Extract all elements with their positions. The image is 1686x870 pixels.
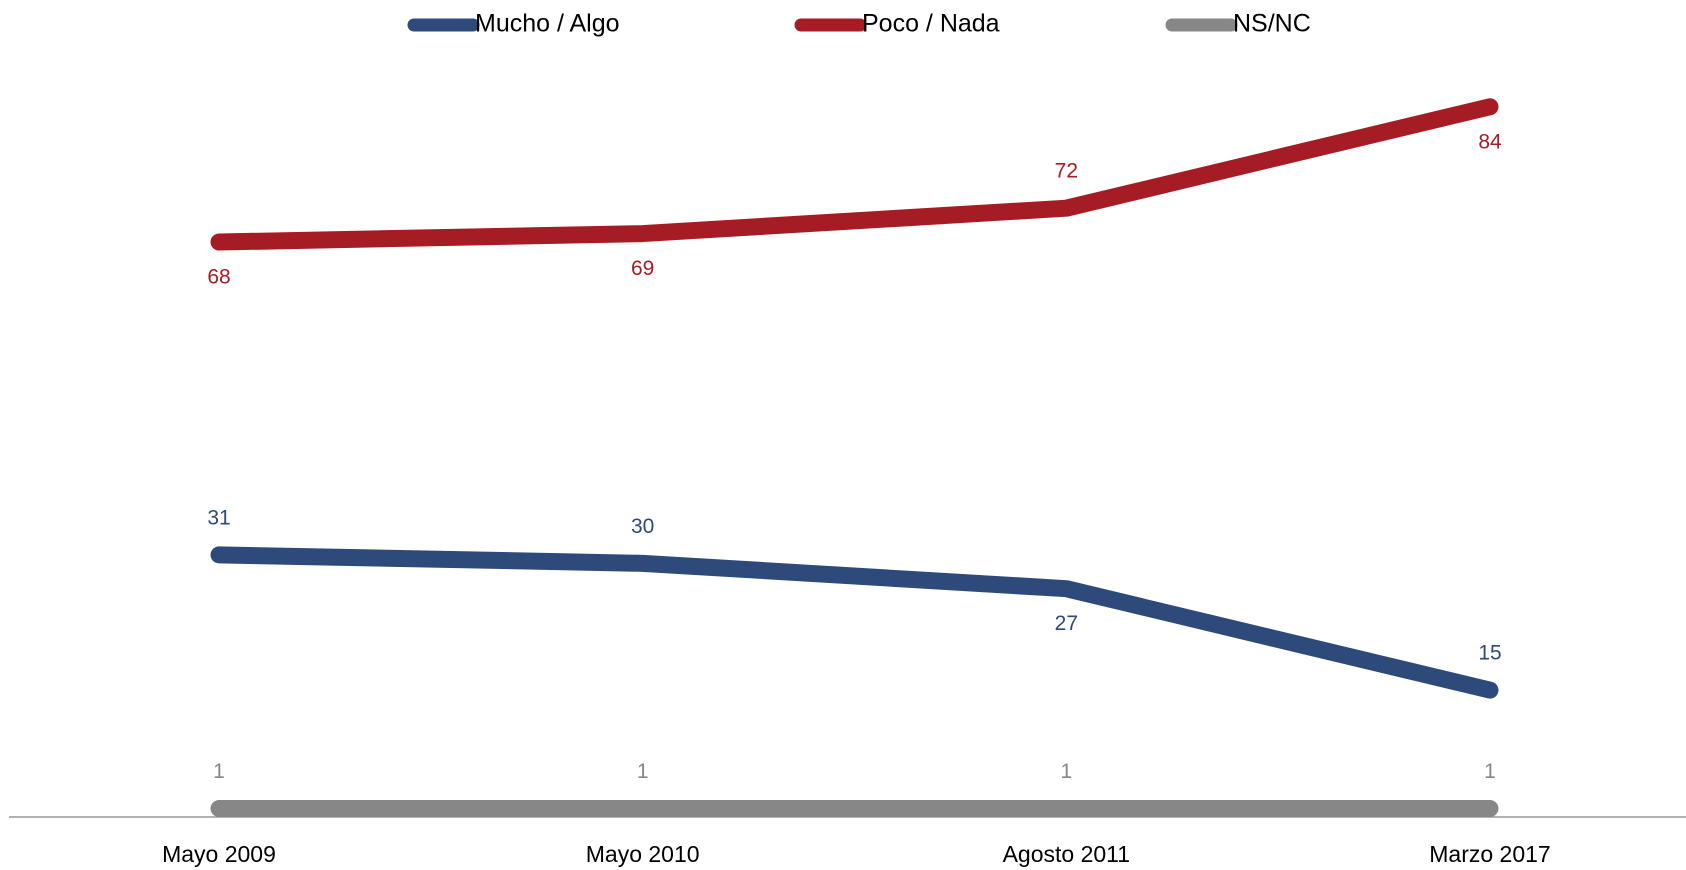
data-label: 1	[213, 760, 225, 783]
x-tick-label: Mayo 2010	[586, 841, 700, 867]
data-label: 69	[631, 257, 654, 280]
series-line	[210, 546, 1499, 699]
x-tick-label: Marzo 2017	[1429, 841, 1550, 867]
legend-label: NS/NC	[1233, 10, 1311, 38]
legend-label: Mucho / Algo	[475, 10, 620, 38]
data-label: 1	[1484, 760, 1496, 783]
data-label: 1	[1060, 760, 1072, 783]
data-label: 27	[1055, 612, 1078, 635]
data-label: 31	[207, 506, 230, 529]
data-label: 84	[1478, 130, 1502, 153]
legend-label: Poco / Nada	[862, 10, 1000, 38]
series-line	[210, 98, 1499, 251]
data-label: 15	[1478, 642, 1501, 665]
data-label: 68	[207, 266, 230, 289]
data-label: 1	[637, 760, 649, 783]
data-label: 72	[1055, 160, 1078, 183]
x-tick-label: Agosto 2011	[1003, 841, 1130, 867]
x-tick-label: Mayo 2009	[162, 841, 276, 867]
data-label: 30	[631, 515, 654, 538]
